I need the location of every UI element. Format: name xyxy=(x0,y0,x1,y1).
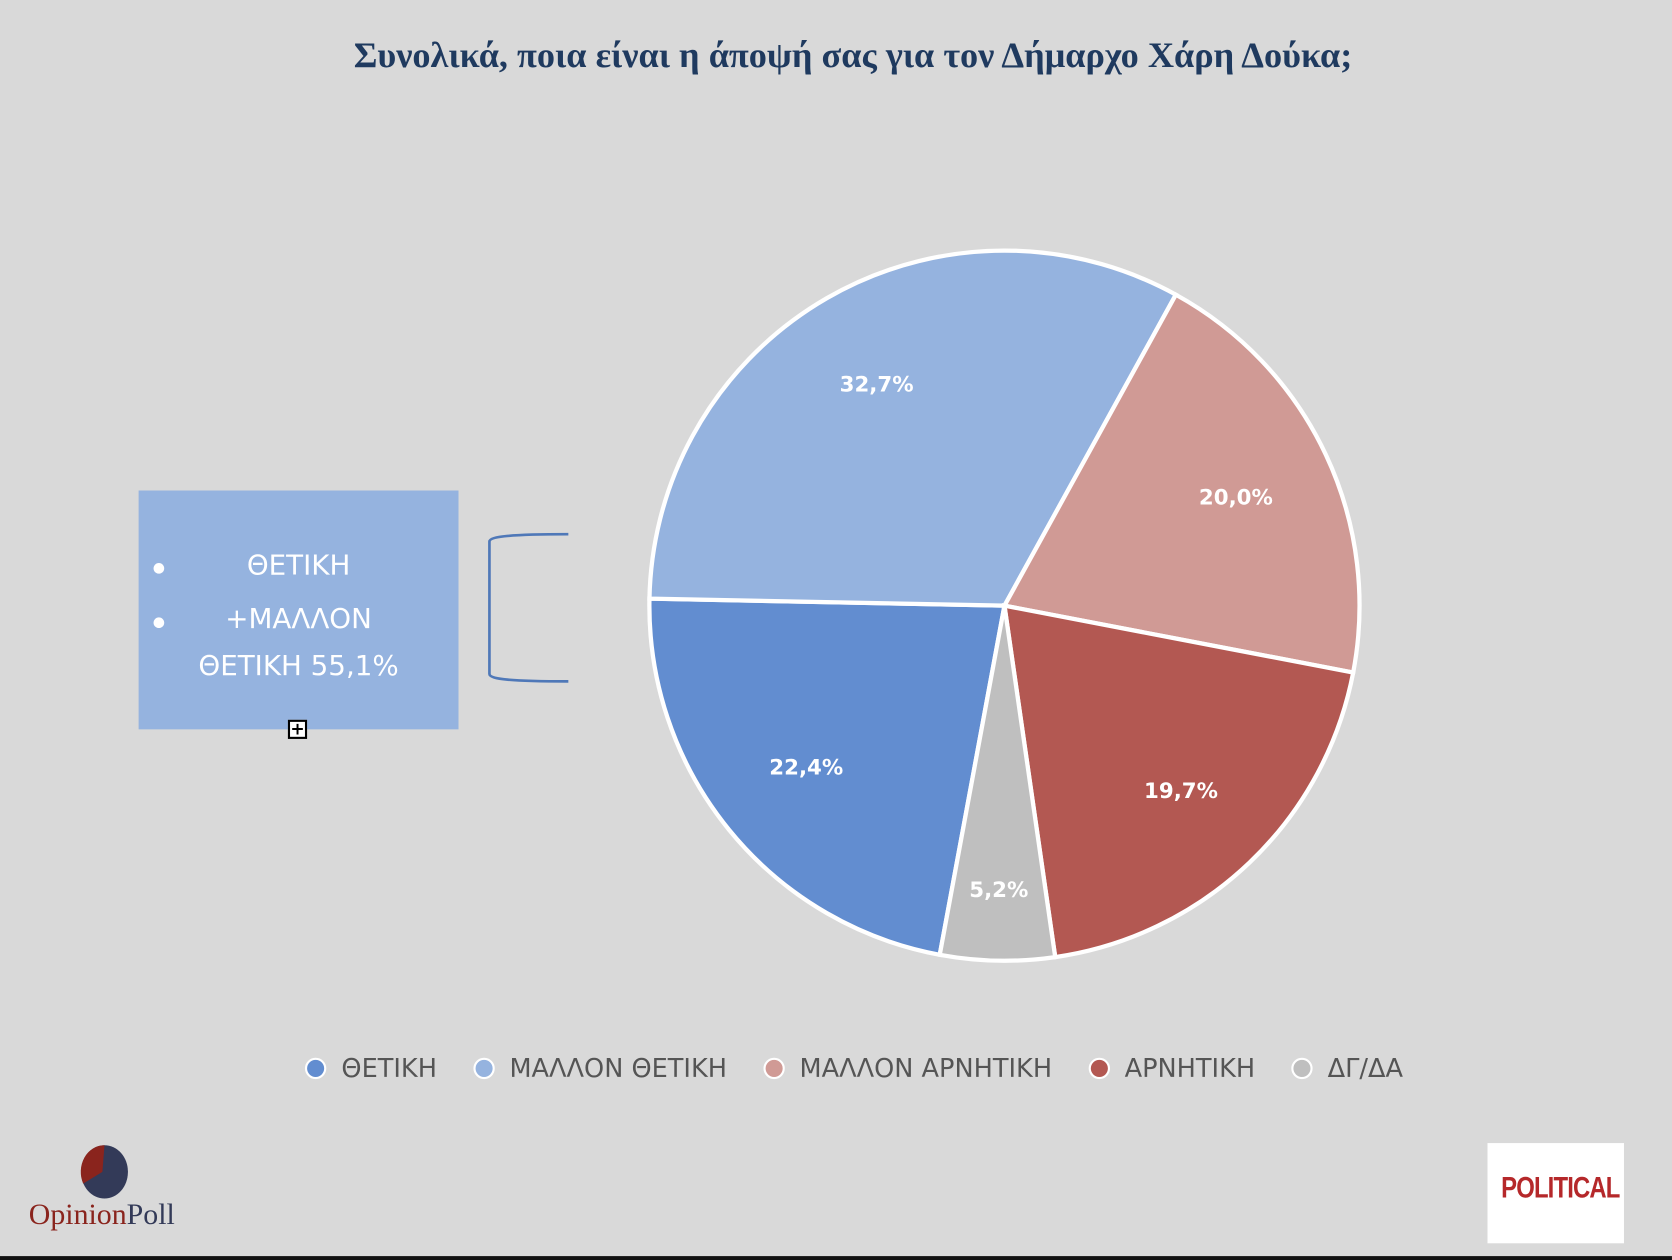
legend-item: ΘΕΤΙΚΗ xyxy=(305,1053,437,1084)
opinionpoll-logo-text: OpinionPoll xyxy=(28,1198,175,1232)
legend-item: ΜΑΛΛΟΝ ΑΡΝΗΤΙΚΗ xyxy=(763,1053,1053,1084)
callout-line: +ΜΑΛΛΟΝ xyxy=(225,603,372,636)
legend-item: ΜΑΛΛΟΝ ΘΕΤΙΚΗ xyxy=(473,1053,728,1084)
pie-slice-1 xyxy=(647,248,1179,608)
pie-slice-0 xyxy=(647,596,1008,958)
data-label: 19,7% xyxy=(1144,779,1218,804)
pie-slice-2 xyxy=(1001,291,1362,676)
data-label: 5,2% xyxy=(969,878,1028,903)
legend: ΘΕΤΙΚΗ ΜΑΛΛΟΝ ΘΕΤΙΚΗ ΜΑΛΛΟΝ ΑΡΝΗΤΙΚΗ ΑΡΝΗΤΙ… xyxy=(18,1053,1672,1084)
bracket-shape xyxy=(488,532,569,683)
legend-label: ΑΡΝΗΤΙΚΗ xyxy=(1124,1053,1256,1084)
expand-handle-icon[interactable]: + xyxy=(287,719,308,739)
legend-swatch-icon xyxy=(1291,1057,1313,1080)
bullet-icon xyxy=(153,563,165,574)
legend-item: ΔΓ/ΔΑ xyxy=(1291,1053,1404,1084)
legend-swatch-icon xyxy=(763,1057,785,1080)
legend-label: ΘΕΤΙΚΗ xyxy=(341,1053,437,1084)
pie-slice-3 xyxy=(1001,602,1356,960)
bullet-icon xyxy=(153,617,165,629)
opinionpoll-logo xyxy=(80,1145,128,1199)
legend-label: ΜΑΛΛΟΝ ΑΡΝΗΤΙΚΗ xyxy=(799,1053,1053,1084)
pie-slice-4 xyxy=(937,605,1058,963)
callout-line: ΘΕΤΙΚΗ 55,1% xyxy=(198,650,399,683)
political-logo: POLITICAL xyxy=(1487,1143,1624,1244)
legend-item: ΑΡΝΗΤΙΚΗ xyxy=(1088,1053,1256,1084)
legend-swatch-icon xyxy=(305,1057,327,1080)
legend-label: ΜΑΛΛΟΝ ΘΕΤΙΚΗ xyxy=(509,1053,728,1084)
callout-line: ΘΕΤΙΚΗ xyxy=(246,550,351,583)
legend-swatch-icon xyxy=(1088,1057,1110,1080)
divider xyxy=(0,1256,1672,1260)
data-label: 32,7% xyxy=(840,373,914,398)
legend-label: ΔΓ/ΔΑ xyxy=(1327,1053,1404,1084)
legend-swatch-icon xyxy=(473,1057,495,1080)
data-label: 22,4% xyxy=(769,756,843,781)
chart-title: Συνολικά, ποια είναι η άποψή σας για τον… xyxy=(353,36,1353,76)
data-label: 20,0% xyxy=(1199,486,1273,511)
summary-callout: ΘΕΤΙΚΗ +ΜΑΛΛΟΝ ΘΕΤΙΚΗ 55,1% xyxy=(138,490,459,730)
